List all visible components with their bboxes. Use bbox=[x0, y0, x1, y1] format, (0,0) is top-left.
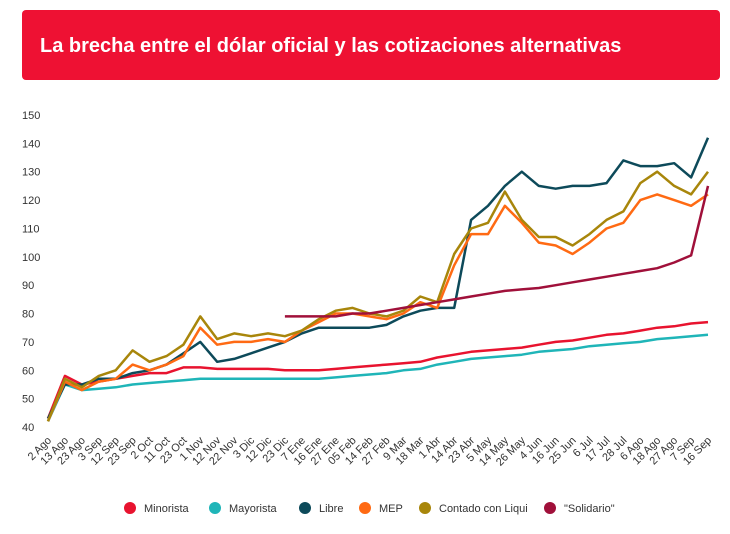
series-line bbox=[46, 170, 710, 422]
legend-label: Minorista bbox=[144, 503, 190, 515]
series-line bbox=[46, 320, 709, 419]
y-tick-label: 130 bbox=[22, 167, 40, 179]
y-tick-label: 110 bbox=[22, 223, 40, 235]
y-tick-label: 80 bbox=[22, 309, 34, 321]
y-tick-label: 100 bbox=[22, 252, 40, 264]
y-tick-label: 120 bbox=[22, 195, 40, 207]
legend-label: Mayorista bbox=[229, 503, 278, 515]
y-tick-label: 70 bbox=[22, 337, 34, 349]
legend-swatch bbox=[419, 502, 431, 514]
legend-label: Libre bbox=[319, 503, 343, 515]
legend-label: MEP bbox=[379, 503, 403, 515]
series-line bbox=[46, 333, 709, 422]
legend-swatch bbox=[544, 502, 556, 514]
y-tick-label: 40 bbox=[22, 422, 34, 434]
y-tick-label: 140 bbox=[22, 138, 40, 150]
series-line bbox=[46, 137, 710, 420]
series-line bbox=[284, 185, 710, 318]
series-line bbox=[46, 193, 709, 422]
y-tick-label: 90 bbox=[22, 280, 34, 292]
chart-title: La brecha entre el dólar oficial y las c… bbox=[40, 35, 621, 57]
legend-swatch bbox=[299, 502, 311, 514]
legend-swatch bbox=[209, 502, 221, 514]
legend-label: "Solidario" bbox=[564, 503, 615, 515]
y-tick-label: 150 bbox=[22, 110, 40, 122]
legend-swatch bbox=[359, 502, 371, 514]
legend-label: Contado con Liqui bbox=[439, 503, 528, 515]
legend-swatch bbox=[124, 502, 136, 514]
title-banner bbox=[22, 10, 720, 80]
y-tick-label: 50 bbox=[22, 394, 34, 406]
y-tick-label: 60 bbox=[22, 365, 34, 377]
